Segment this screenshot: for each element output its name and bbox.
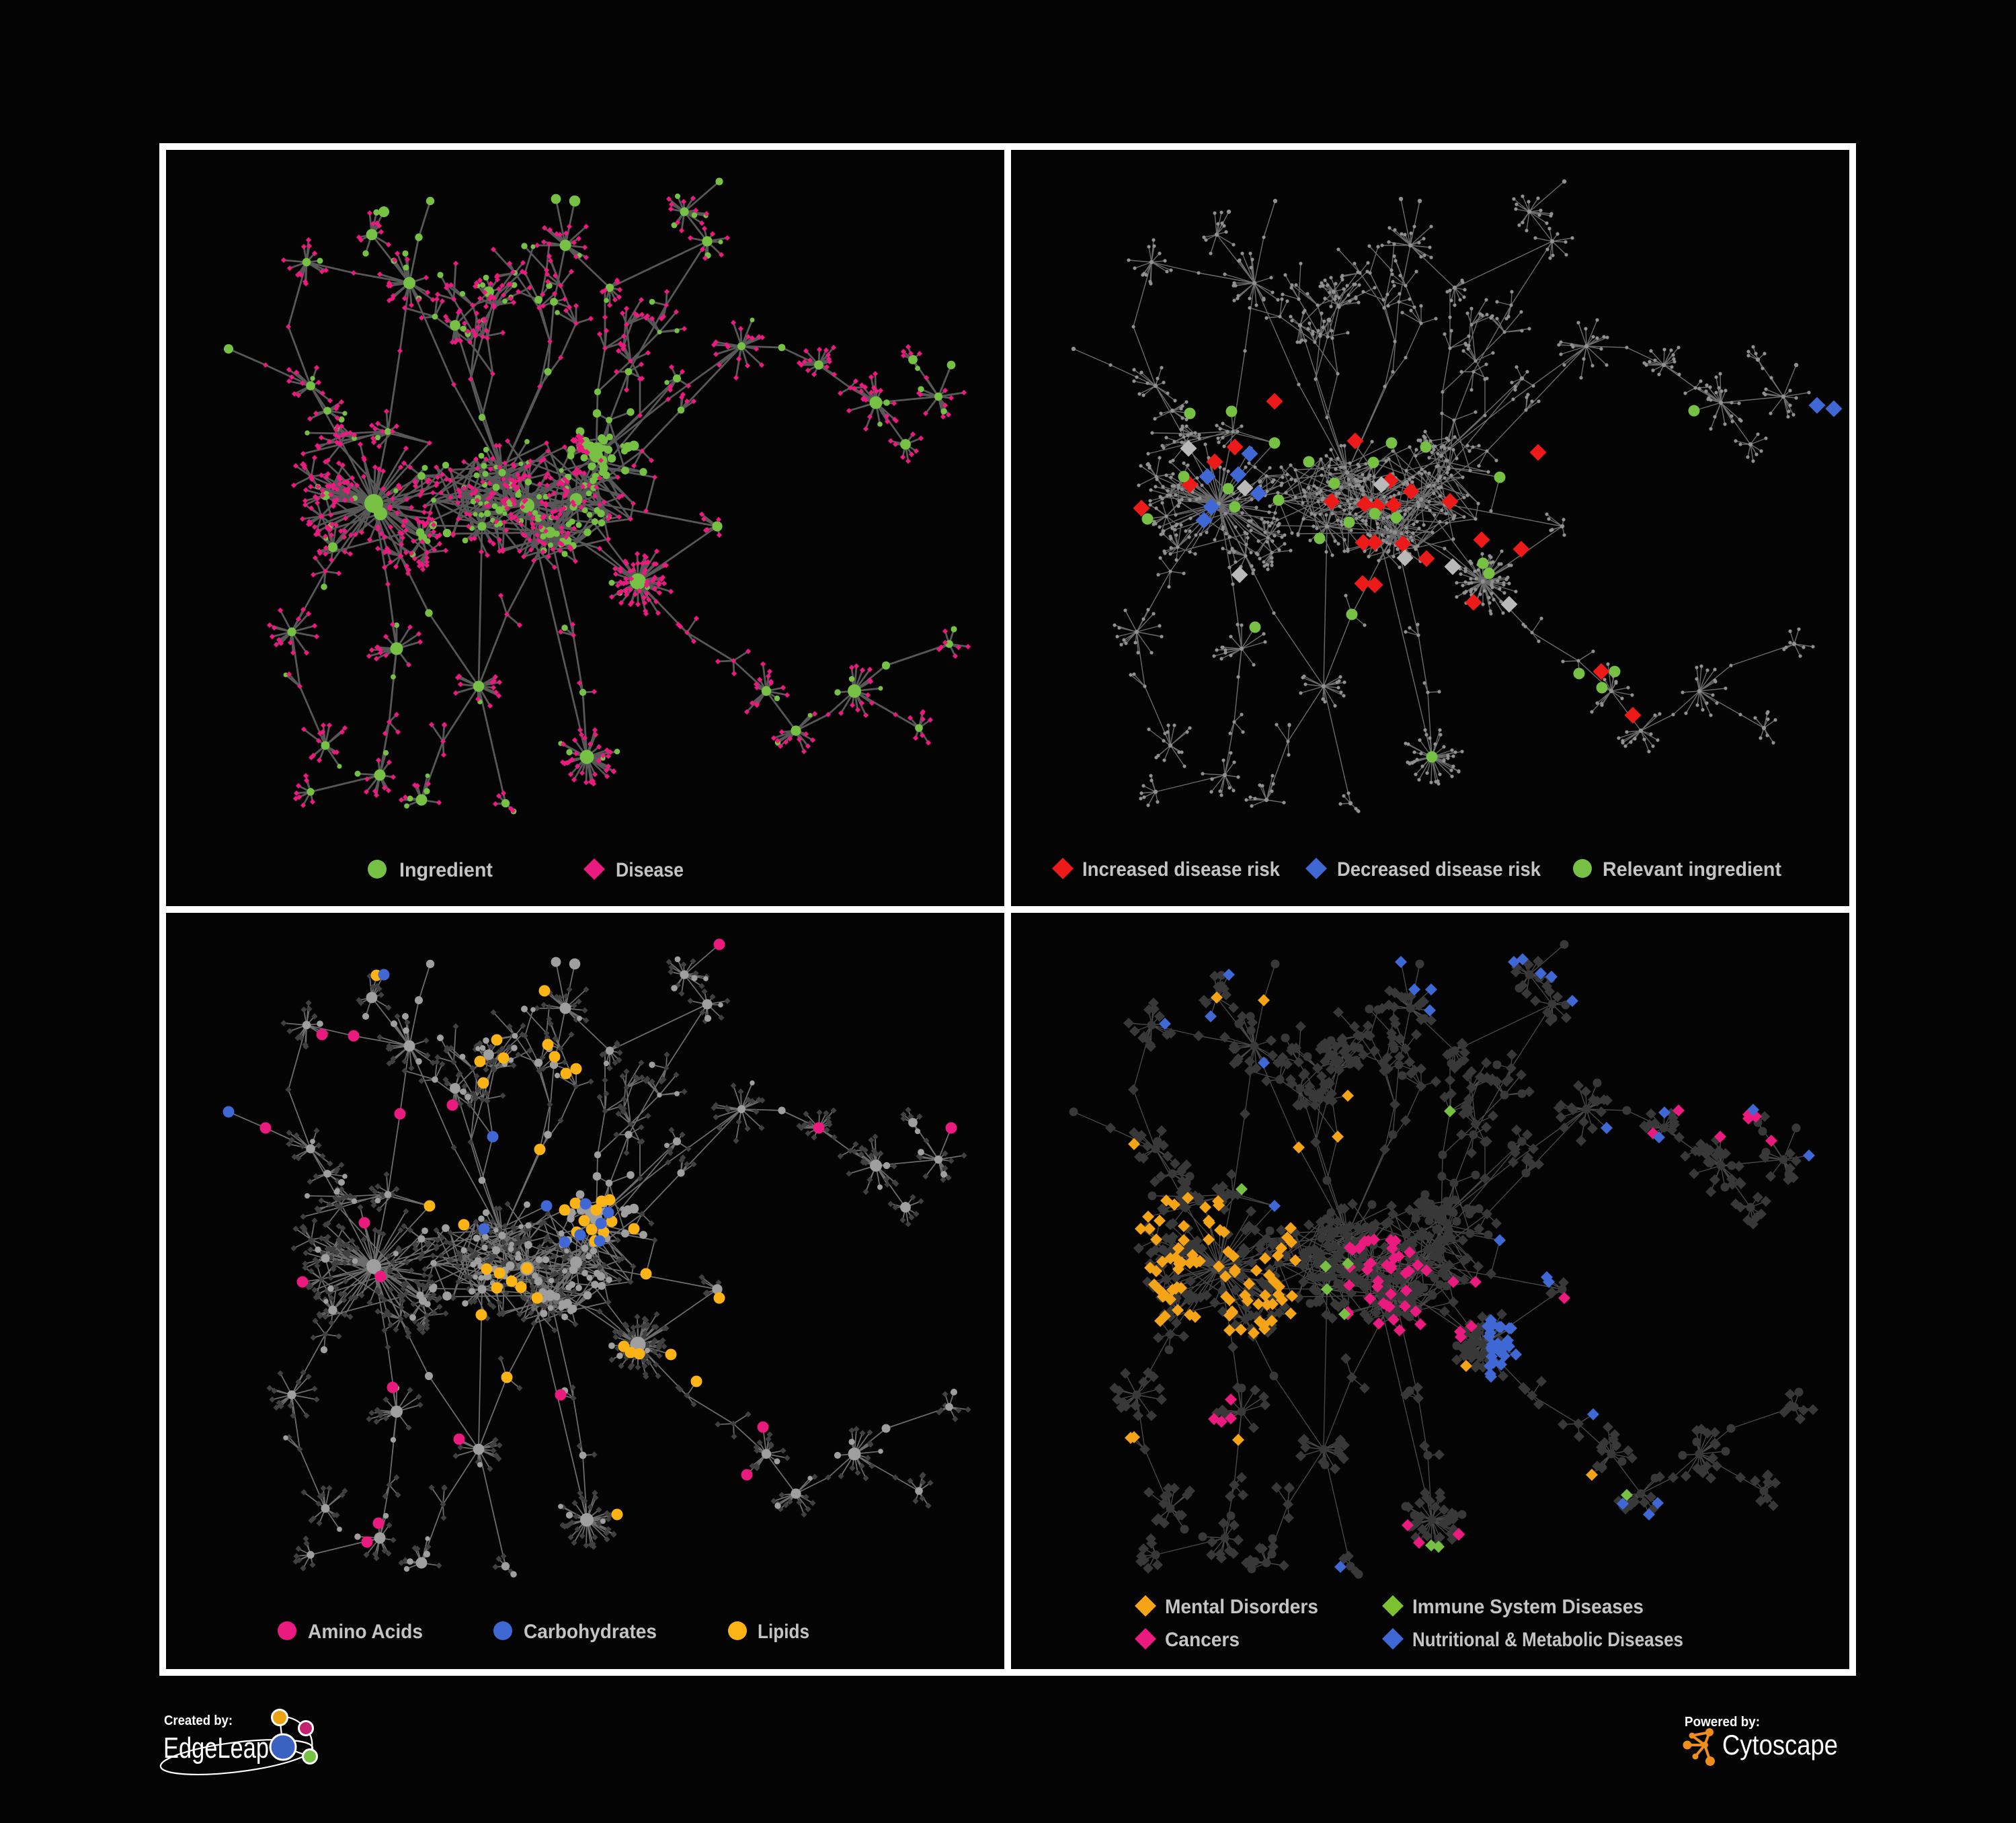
svg-text:EdgeLeap: EdgeLeap [163,1732,269,1765]
svg-text:Amino Acids: Amino Acids [308,1621,423,1643]
svg-text:Cytoscape: Cytoscape [1722,1729,1838,1760]
svg-text:Mental Disorders: Mental Disorders [1165,1596,1318,1618]
svg-text:Disease: Disease [616,859,684,881]
svg-text:Increased disease risk: Increased disease risk [1082,858,1280,881]
svg-text:Decreased disease risk: Decreased disease risk [1337,858,1541,881]
svg-text:Nutritional & Metabolic Diseas: Nutritional & Metabolic Diseases [1412,1629,1683,1651]
svg-text:Powered by:: Powered by: [1685,1715,1760,1730]
svg-text:Created by:: Created by: [164,1713,233,1728]
svg-text:Lipids: Lipids [758,1621,809,1643]
svg-text:Ingredient: Ingredient [399,859,493,881]
svg-text:Carbohydrates: Carbohydrates [524,1621,657,1643]
svg-text:Relevant ingredient: Relevant ingredient [1603,858,1781,881]
svg-text:Cancers: Cancers [1165,1629,1240,1651]
svg-text:Immune System Diseases: Immune System Diseases [1412,1596,1644,1618]
